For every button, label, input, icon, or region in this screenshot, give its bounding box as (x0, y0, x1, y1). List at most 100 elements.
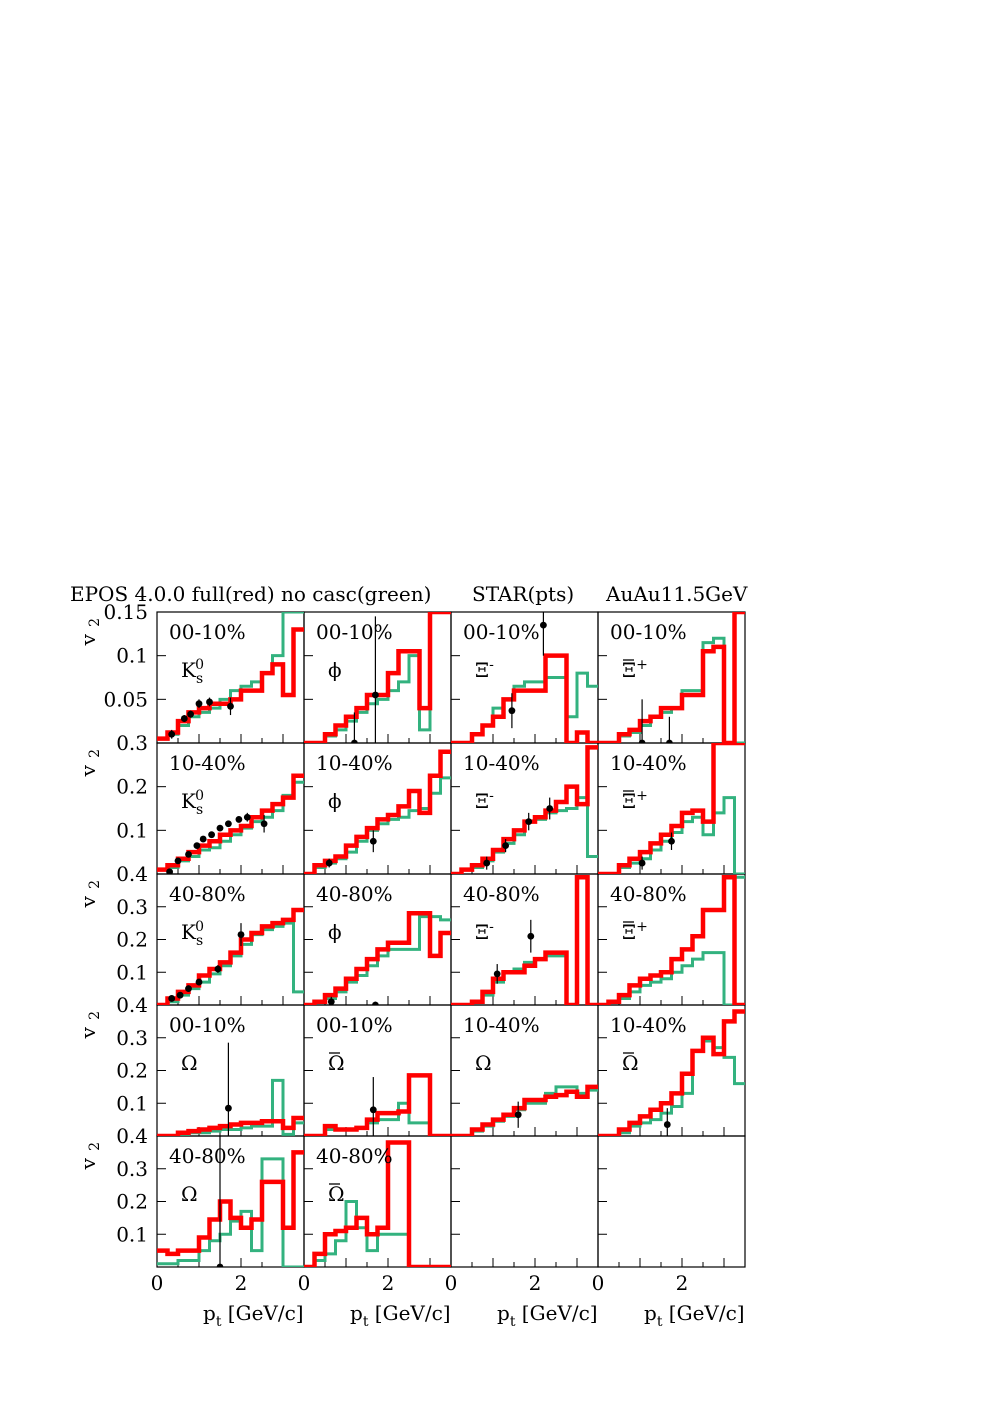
y-tick-label: 0.1 (116, 960, 148, 984)
centrality-label: 10-40% (316, 751, 393, 775)
particle-label: Ω (328, 1182, 345, 1206)
data-point (372, 691, 379, 699)
y-axis-title-sub: 2 (87, 1142, 103, 1151)
centrality-label: 10-40% (463, 751, 540, 775)
full-histogram (157, 907, 304, 1005)
x-tick-label: 2 (676, 1271, 689, 1295)
full-histogram (598, 1009, 745, 1136)
y-axis-title: v (76, 1157, 100, 1170)
panel-frame (597, 1135, 746, 1268)
full-histogram (304, 1073, 451, 1136)
y-tick-label: 0.3 (116, 1026, 148, 1050)
full-histogram (304, 1140, 451, 1267)
nocasc-histogram (598, 875, 745, 1005)
full-histogram (451, 745, 598, 874)
header-left: EPOS 4.0.0 full(red) no casc(green) (70, 582, 431, 606)
data-point (214, 965, 222, 973)
data-point (195, 700, 203, 708)
particle-label: Ks0 (181, 788, 204, 818)
full-histogram (451, 653, 598, 743)
particle-label: Ξ- (475, 919, 494, 944)
centrality-label: 10-40% (463, 1013, 540, 1037)
y-axis-title: v (76, 1026, 100, 1039)
y-tick-label: 0.1 (116, 1091, 148, 1115)
data-point (638, 739, 646, 743)
data-point (525, 818, 533, 825)
y-tick-label: 0.05 (103, 687, 148, 711)
y-tick-label: 0.15 (103, 600, 148, 624)
data-point (195, 978, 203, 986)
y-tick-label: 0.2 (116, 928, 148, 952)
x-tick-label: 2 (235, 1271, 248, 1295)
y-tick-label: 0.1 (116, 1222, 148, 1246)
x-tick-label: 2 (382, 1271, 395, 1295)
full-histogram (157, 1150, 304, 1257)
data-point (508, 707, 516, 715)
data-point (185, 850, 192, 858)
data-point (369, 1106, 377, 1114)
x-axis-title: pt [GeV/c] (350, 1301, 451, 1330)
data-point (372, 1001, 379, 1005)
particle-label: ϕ (328, 789, 342, 813)
data-point (546, 805, 554, 812)
particle-label: Ξ- (475, 657, 494, 682)
data-point (187, 710, 195, 718)
data-point (493, 970, 501, 978)
particle-label: Ξ+ (622, 919, 648, 944)
centrality-label: 00-10% (169, 1013, 246, 1037)
data-point (325, 859, 333, 867)
data-point (180, 715, 188, 722)
data-point (168, 995, 176, 1002)
x-axis-title: pt [GeV/c] (644, 1301, 745, 1330)
data-point (666, 739, 673, 743)
particle-label: Ω (181, 1051, 198, 1075)
x-tick-label: 2 (529, 1271, 542, 1295)
nocasc-histogram (157, 1157, 304, 1267)
y-axis-title-sub: 2 (87, 618, 103, 627)
full-histogram (598, 875, 745, 1005)
y-axis-title: v (76, 633, 100, 646)
particle-label: Ω (475, 1051, 492, 1075)
particle-label: Ω (328, 1051, 345, 1075)
data-point (502, 842, 509, 850)
data-point (174, 857, 182, 865)
full-histogram (451, 875, 598, 1005)
centrality-label: 00-10% (169, 620, 246, 644)
centrality-label: 10-40% (169, 751, 246, 775)
data-point (514, 1111, 522, 1119)
particle-label: Ξ+ (622, 788, 648, 813)
data-point (540, 621, 547, 629)
data-point (225, 1104, 232, 1112)
centrality-label: 40-80% (316, 1144, 393, 1168)
data-point (185, 985, 192, 993)
y-tick-label: 0.4 (116, 1124, 148, 1148)
full-histogram (598, 612, 745, 743)
y-axis-title-sub: 2 (87, 749, 103, 758)
data-point (193, 842, 201, 850)
data-point (369, 837, 377, 845)
y-axis-title: v (76, 764, 100, 777)
data-point (199, 835, 207, 843)
full-histogram (451, 1084, 598, 1136)
data-point (208, 831, 216, 839)
nocasc-histogram (451, 796, 598, 874)
centrality-label: 10-40% (610, 1013, 687, 1037)
full-histogram (304, 911, 451, 1005)
y-tick-label: 0.2 (116, 1190, 148, 1214)
x-axis-title: pt [GeV/c] (203, 1301, 304, 1330)
data-point (327, 998, 335, 1005)
header-right: AuAu11.5GeV (605, 582, 748, 606)
data-point (638, 859, 646, 867)
y-tick-label: 0.4 (116, 862, 148, 886)
data-point (243, 813, 251, 821)
y-tick-label: 0.3 (116, 1157, 148, 1181)
data-point (527, 932, 535, 940)
centrality-label: 40-80% (169, 882, 246, 906)
particle-label: ϕ (328, 658, 342, 682)
particle-label: Ξ- (475, 788, 494, 813)
data-point (166, 868, 173, 874)
particle-label: Ω (181, 1182, 198, 1206)
centrality-label: 10-40% (610, 751, 687, 775)
